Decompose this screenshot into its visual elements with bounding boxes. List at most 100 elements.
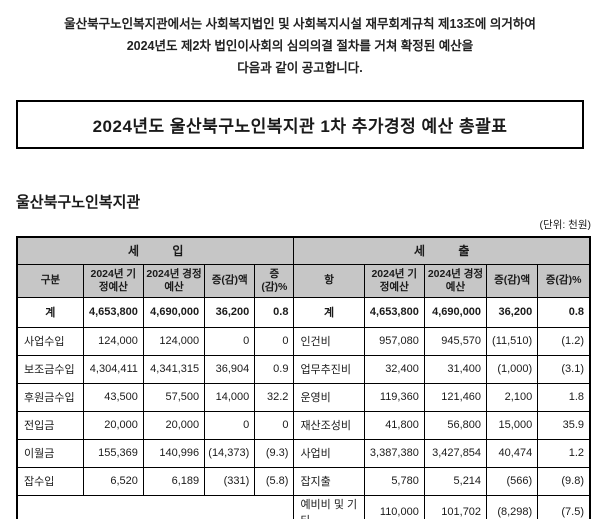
revenue-row-label: 전입금 (16, 410, 84, 440)
column-header-row: 구분 2024년 기정예산 2024년 경정예산 증(감)액 증(감)% 항 2… (16, 263, 591, 298)
revenue-cell-current: 43,500 (82, 382, 144, 412)
column-header-revenue-label: 구분 (16, 263, 84, 298)
expenditure-cell-revised: 945,570 (423, 326, 488, 356)
expenditure-cell-revised: 3,427,854 (423, 438, 488, 468)
expenditure-cell-percent: 1.2 (537, 438, 591, 468)
expenditure-cell-revised: 56,800 (423, 410, 488, 440)
revenue-cell-revised: 57,500 (142, 382, 206, 412)
notice-line-3: 다음과 같이 공고합니다. (237, 61, 363, 75)
expenditure-cell-change: (1,000) (486, 354, 539, 384)
revenue-row-label: 잡수입 (16, 466, 84, 496)
revenue-cell-revised: 20,000 (142, 410, 206, 440)
expenditure-cell-change: (11,510) (486, 326, 539, 356)
expenditure-row-label: 잡지출 (293, 466, 365, 496)
revenue-cell-percent: 0 (254, 410, 295, 440)
document-title-box: 2024년도 울산북구노인복지관 1차 추가경정 예산 총괄표 (16, 100, 584, 149)
table-row: 이월금 155,369 140,996 (14,373) (9.3) 사업비 3… (16, 438, 591, 468)
revenue-row-label: 보조금수입 (16, 354, 84, 384)
expenditure-cell-current: 32,400 (363, 354, 425, 384)
expenditure-section-header: 세 출 (293, 236, 591, 265)
expenditure-row-label: 업무추진비 (293, 354, 365, 384)
revenue-cell-percent: 0.9 (254, 354, 295, 384)
revenue-cell-revised: 124,000 (142, 326, 206, 356)
revenue-cell-change: 14,000 (204, 382, 256, 412)
revenue-cell-change: 0 (204, 326, 256, 356)
revenue-cell-current: 20,000 (82, 410, 144, 440)
expenditure-cell-current: 957,080 (363, 326, 425, 356)
expenditure-cell-percent: 1.8 (537, 382, 591, 412)
column-header-change-amount: 증(감)액 (204, 263, 256, 298)
revenue-cell-percent: 32.2 (254, 382, 295, 412)
total-row: 계 4,653,800 4,690,000 36,200 0.8 계 4,653… (16, 296, 591, 328)
announcement-notice: 울산북구노인복지관에서는 사회복지법인 및 사회복지시설 재무회계규칙 제13조… (0, 13, 600, 79)
revenue-total-label: 계 (16, 296, 84, 328)
revenue-cell-current: 4,304,411 (82, 354, 144, 384)
revenue-cell-change: (331) (204, 466, 256, 496)
column-header-budget-revised: 2024년 경정예산 (142, 263, 206, 298)
expenditure-cell-current: 110,000 (363, 494, 425, 519)
unit-label: (단위: 천원) (539, 219, 591, 231)
revenue-total-current: 4,653,800 (82, 296, 144, 328)
expenditure-row-label: 사업비 (293, 438, 365, 468)
expenditure-cell-percent: 35.9 (537, 410, 591, 440)
table-row: 후원금수입 43,500 57,500 14,000 32.2 운영비 119,… (16, 382, 591, 412)
revenue-total-revised: 4,690,000 (142, 296, 206, 328)
revenue-total-change: 36,200 (204, 296, 256, 328)
table-row: 보조금수입 4,304,411 4,341,315 36,904 0.9 업무추… (16, 354, 591, 384)
expenditure-cell-percent: (1.2) (537, 326, 591, 356)
expenditure-cell-current: 5,780 (363, 466, 425, 496)
column-header-change-percent: 증(감)% (537, 263, 591, 298)
expenditure-total-current: 4,653,800 (363, 296, 425, 328)
revenue-cell-change: 0 (204, 410, 256, 440)
expenditure-cell-current: 41,800 (363, 410, 425, 440)
org-name-heading: 울산북구노인복지관 (16, 194, 141, 211)
table-row: 사업수입 124,000 124,000 0 0 인건비 957,080 945… (16, 326, 591, 356)
revenue-section-header: 세 입 (16, 236, 295, 265)
revenue-cell-current: 124,000 (82, 326, 144, 356)
table-row: 전입금 20,000 20,000 0 0 재산조성비 41,800 56,80… (16, 410, 591, 440)
revenue-cell-percent: (9.3) (254, 438, 295, 468)
revenue-cell-revised: 140,996 (142, 438, 206, 468)
expenditure-cell-revised: 101,702 (423, 494, 488, 519)
revenue-row-label: 이월금 (16, 438, 84, 468)
expenditure-cell-revised: 31,400 (423, 354, 488, 384)
expenditure-total-revised: 4,690,000 (423, 296, 488, 328)
document-title: 2024년도 울산북구노인복지관 1차 추가경정 예산 총괄표 (92, 117, 508, 136)
expenditure-cell-change: 40,474 (486, 438, 539, 468)
column-header-budget-revised: 2024년 경정예산 (423, 263, 488, 298)
table-row: 잡수입 6,520 6,189 (331) (5.8) 잡지출 5,780 5,… (16, 466, 591, 496)
column-header-expenditure-label: 항 (293, 263, 365, 298)
expenditure-cell-percent: (3.1) (537, 354, 591, 384)
revenue-row-label: 후원금수입 (16, 382, 84, 412)
section-header-row: 세 입 세 출 (16, 236, 591, 265)
revenue-cell-change: 36,904 (204, 354, 256, 384)
expenditure-row-label: 운영비 (293, 382, 365, 412)
expenditure-total-change: 36,200 (486, 296, 539, 328)
expenditure-row-label: 재산조성비 (293, 410, 365, 440)
revenue-row-label: 사업수입 (16, 326, 84, 356)
expenditure-cell-current: 119,360 (363, 382, 425, 412)
budget-table: 세 입 세 출 구분 2024년 기정예산 2024년 경정예산 증(감)액 증… (16, 236, 591, 519)
notice-line-2: 2024년도 제2차 법인이사회의 심의의결 절차를 거쳐 확정된 예산을 (126, 39, 474, 53)
expenditure-cell-revised: 5,214 (423, 466, 488, 496)
column-header-change-amount: 증(감)액 (486, 263, 539, 298)
revenue-cell-current: 155,369 (82, 438, 144, 468)
revenue-cell-change: (14,373) (204, 438, 256, 468)
expenditure-cell-change: 15,000 (486, 410, 539, 440)
expenditure-cell-current: 3,387,380 (363, 438, 425, 468)
expenditure-cell-revised: 121,460 (423, 382, 488, 412)
expenditure-row-label: 인건비 (293, 326, 365, 356)
column-header-budget-current: 2024년 기정예산 (363, 263, 425, 298)
revenue-cell-current: 6,520 (82, 466, 144, 496)
revenue-cell-percent: 0 (254, 326, 295, 356)
column-header-budget-current: 2024년 기정예산 (82, 263, 144, 298)
expenditure-cell-percent: (9.8) (537, 466, 591, 496)
expenditure-total-percent: 0.8 (537, 296, 591, 328)
revenue-empty-cell (16, 494, 295, 519)
expenditure-cell-change: (8,298) (486, 494, 539, 519)
expenditure-cell-percent: (7.5) (537, 494, 591, 519)
table-row: 예비비 및 기타 110,000 101,702 (8,298) (7.5) (16, 494, 591, 519)
revenue-cell-revised: 6,189 (142, 466, 206, 496)
expenditure-total-label: 계 (293, 296, 365, 328)
notice-line-1: 울산북구노인복지관에서는 사회복지법인 및 사회복지시설 재무회계규칙 제13조… (64, 17, 536, 31)
